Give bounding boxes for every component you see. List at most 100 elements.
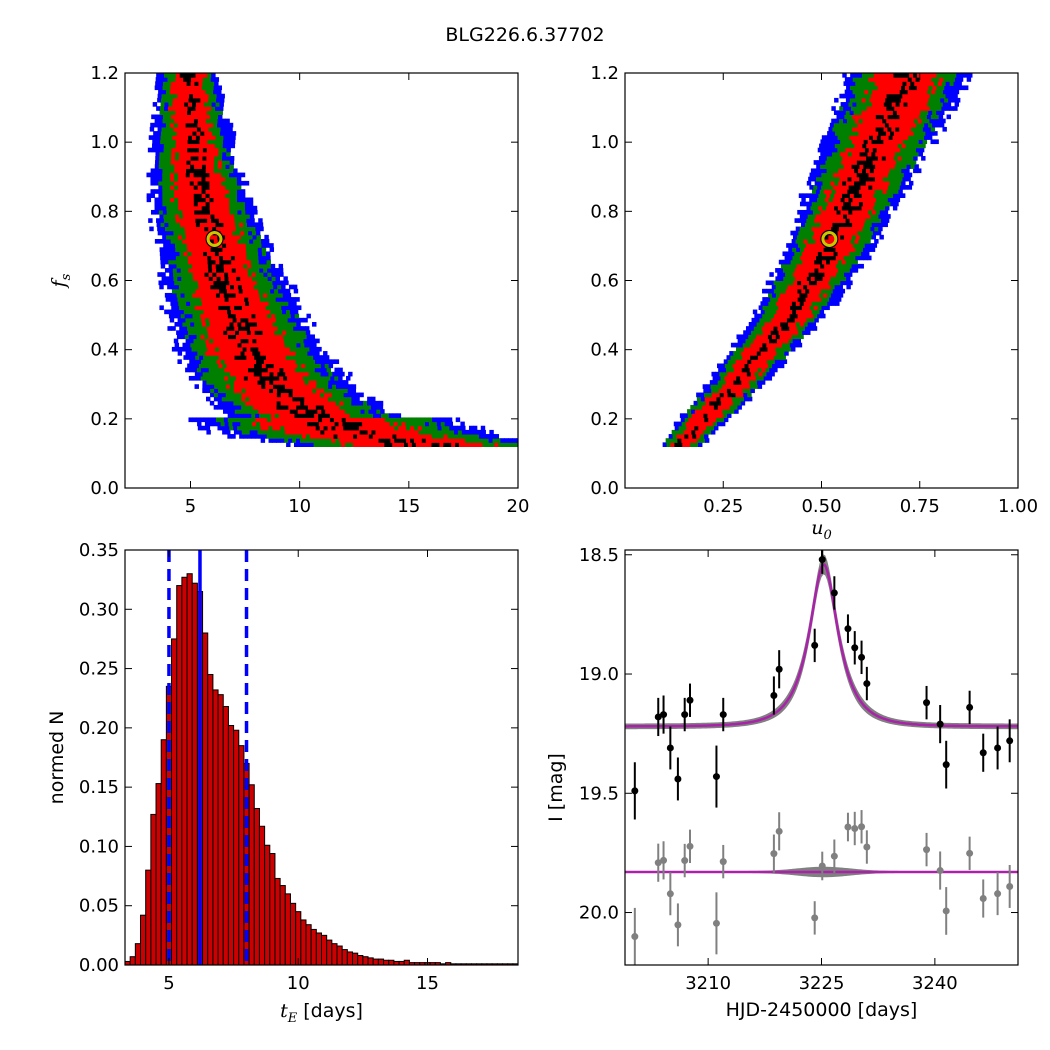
heatmap-cell-red	[322, 417, 327, 423]
heatmap-cell-red	[374, 438, 380, 443]
heatmap-cell-green	[878, 201, 884, 207]
heatmap-cell-green	[839, 106, 844, 111]
heatmap-cell-red	[717, 405, 723, 410]
heatmap-cell-blue	[167, 251, 173, 257]
heatmap-cell-green	[834, 168, 839, 174]
heatmap-cell-red	[194, 164, 199, 169]
heatmap-cell-red	[848, 234, 853, 240]
heatmap-cell-blue	[802, 218, 807, 223]
heatmap-cell-green	[799, 334, 804, 340]
heatmap-cell-green	[270, 434, 276, 439]
heatmap-cell-black	[789, 313, 795, 319]
heatmap-cell-green	[482, 442, 488, 447]
heatmap-cell-red	[875, 102, 881, 107]
heatmap-cell-green	[850, 143, 855, 149]
heatmap-cell-red	[192, 93, 198, 99]
heatmap-cell-red	[217, 338, 222, 344]
heatmap-cell-green	[763, 317, 768, 323]
heatmap-cell-red	[809, 313, 814, 319]
heatmap-cell-green	[278, 292, 284, 298]
heatmap-cell-red	[728, 396, 733, 402]
heatmap-cell-red	[267, 334, 272, 340]
heatmap-cell-red	[742, 371, 748, 377]
heatmap-cell-red	[175, 77, 180, 82]
heatmap-cell-green	[728, 363, 734, 369]
heatmap-cell-red	[891, 151, 896, 157]
heatmap-cell-red	[173, 89, 179, 95]
heatmap-cell-red	[180, 97, 186, 103]
heatmap-cell-red	[275, 421, 281, 427]
heatmap-cell-green	[208, 367, 214, 373]
heatmap-cell-red	[845, 251, 850, 257]
heatmap-cell-red	[238, 309, 244, 315]
heatmap-cell-red	[170, 85, 175, 91]
heatmap-cell-blue	[799, 201, 805, 207]
heatmap-cell-red	[857, 135, 862, 140]
heatmap-cell-blue	[895, 197, 901, 203]
heatmap-cell-red	[275, 367, 280, 373]
heatmap-cell-red	[239, 268, 245, 273]
heatmap-cell-black	[300, 405, 305, 410]
heatmap-cell-green	[312, 371, 318, 377]
heatmap-cell-green	[874, 214, 879, 219]
heatmap-cell-black	[190, 164, 195, 169]
heatmap-cell-green	[413, 421, 418, 427]
heatmap-cell-blue	[223, 409, 228, 414]
heatmap-cell-green	[440, 421, 446, 427]
heatmap-cell-blue	[797, 342, 803, 348]
heatmap-cell-red	[182, 118, 187, 124]
heatmap-cell-red	[800, 255, 805, 261]
heatmap-cell-red	[186, 209, 191, 215]
heatmap-cell-red	[200, 276, 206, 281]
heatmap-cell-red	[213, 193, 218, 198]
heatmap-cell-blue	[858, 73, 863, 78]
heatmap-cell-green	[874, 226, 879, 232]
heatmap-cell-red	[864, 209, 869, 215]
heatmap-cell-red	[924, 85, 930, 91]
heatmap-cell-green	[904, 160, 909, 165]
heatmap-cell-red	[765, 355, 771, 360]
heatmap-cell-red	[794, 330, 799, 335]
heatmap-cell-red	[330, 421, 336, 427]
heatmap-cell-red	[271, 351, 277, 356]
heatmap-cell-black	[853, 180, 859, 186]
heatmap-cell-green	[868, 102, 873, 107]
heatmap-cell-blue	[193, 359, 198, 364]
heatmap-cell-red	[197, 189, 203, 194]
heatmap-cell-red	[189, 185, 195, 190]
heatmap-cell-green	[219, 417, 225, 423]
heatmap-cell-green	[309, 363, 314, 369]
heatmap-cell-green	[356, 409, 362, 414]
heatmap-cell-green	[266, 263, 272, 269]
heatmap-cell-red	[401, 421, 406, 427]
heatmap-cell-red	[815, 239, 820, 244]
heatmap-cell-green	[384, 417, 390, 423]
heatmap-cell-black	[868, 160, 874, 165]
heatmap-cell-blue	[154, 176, 159, 182]
heatmap-cell-green	[320, 380, 325, 385]
heatmap-cell-green	[819, 201, 825, 207]
heatmap-cell-red	[272, 400, 278, 406]
heatmap-cell-red	[775, 317, 780, 323]
heatmap-cell-red	[178, 114, 184, 120]
heatmap-cell-red	[830, 239, 836, 244]
heatmap-cell-blue	[151, 114, 156, 120]
heatmap-cell-red	[847, 164, 853, 169]
heatmap-cell-red	[249, 384, 254, 389]
heatmap-cell-blue	[810, 193, 815, 198]
heatmap-cell-red	[203, 263, 209, 269]
heatmap-cell-blue	[368, 409, 373, 414]
heatmap-cell-red	[198, 81, 203, 86]
heatmap-cell-red	[202, 284, 207, 290]
heatmap-cell-blue	[217, 89, 222, 95]
heatmap-cell-green	[863, 81, 868, 86]
heatmap-cell-black	[870, 156, 875, 161]
heatmap-cell-blue	[202, 388, 207, 394]
heatmap-cell-blue	[820, 151, 825, 157]
heatmap-cell-green	[165, 122, 171, 128]
heatmap-cell-blue	[240, 189, 246, 194]
heatmap-cell-blue	[819, 309, 825, 315]
heatmap-cell-red	[877, 168, 883, 174]
heatmap-cell-red	[230, 305, 235, 311]
heatmap-cell-blue	[215, 106, 220, 111]
